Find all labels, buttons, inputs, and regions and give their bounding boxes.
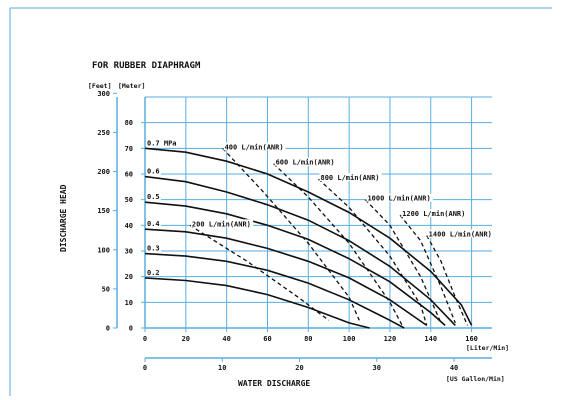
pressure-label-background	[146, 192, 161, 201]
y-feet-tick-label: 50	[102, 285, 110, 293]
air-consumption-label: 1000 L/min(ANR)	[367, 195, 430, 203]
pressure-label: 0.7 MPa	[147, 139, 177, 147]
air-consumption-line	[426, 235, 469, 326]
air-label-background	[274, 157, 337, 166]
x-tick-label: 140	[424, 335, 437, 343]
x-tick-label: 100	[343, 335, 356, 343]
x2-tick-label: 0	[143, 364, 147, 372]
air-label-background	[401, 209, 468, 218]
pressure-label-background	[146, 138, 179, 147]
air-consumption-label: 800 L/min(ANR)	[321, 174, 380, 182]
air-consumption-line	[364, 199, 442, 324]
air-label-background	[190, 219, 254, 228]
pressure-curve	[144, 228, 428, 327]
pressure-curve	[144, 175, 456, 326]
air-consumption-line	[318, 178, 428, 326]
y-feet-tick-label: 100	[97, 246, 110, 254]
air-consumption-label: 600 L/min(ANR)	[276, 159, 335, 167]
y-unit-meter: [Meter]	[118, 82, 145, 90]
x-tick-label: 120	[384, 335, 397, 343]
curve-labels: 0.7 MPa 0.6 0.5 0.4 0.3 0.2 400 L/min(ANR) 600 …	[146, 138, 495, 277]
pressure-label: 0.6	[147, 168, 160, 176]
air-label-background	[427, 229, 495, 238]
y-unit-feet: [Feet]	[88, 82, 111, 90]
x-unit-secondary: [US Gallon/Min]	[446, 375, 505, 383]
air-consumption-label: 200 L/min(ANR)	[192, 220, 251, 228]
y-tick-label: 10	[125, 299, 133, 307]
air-consumption-label: 1200 L/min(ANR)	[402, 210, 465, 218]
chart-grid	[116, 96, 492, 359]
pressure-label: 0.3	[147, 245, 160, 253]
air-consumption-line	[399, 214, 456, 324]
x-axis-label: WATER DISCHARGE	[238, 379, 310, 388]
pressure-curve	[144, 252, 405, 329]
chart-border	[9, 7, 552, 396]
pressure-curve	[144, 201, 446, 326]
pressure-lines	[144, 147, 473, 329]
y-tick-label: 70	[125, 145, 133, 153]
pressure-label-background	[146, 219, 161, 228]
pressure-label-background	[146, 243, 161, 252]
x2-tick-label: 20	[295, 364, 303, 372]
x-tick-label: 40	[222, 335, 230, 343]
y-tick-label: 40	[125, 222, 133, 230]
y-tick-label: 0	[129, 325, 133, 333]
air-consumption-label: 1400 L/min(ANR)	[429, 231, 492, 239]
air-consumption-line	[273, 163, 403, 326]
y-tick-label: 30	[125, 248, 133, 256]
x-tick-label: 60	[263, 335, 271, 343]
x-tick-label: 0	[143, 335, 147, 343]
x2-tick-label: 40	[450, 364, 458, 372]
air-label-background	[366, 193, 433, 202]
air-label-background	[319, 173, 382, 182]
y-feet-tick-label: 150	[97, 207, 110, 215]
pressure-label-background	[146, 166, 161, 175]
x2-tick-label: 10	[218, 364, 226, 372]
y-tick-label: 20	[125, 273, 133, 281]
air-consumption-line	[222, 147, 360, 321]
pressure-curve	[144, 277, 370, 329]
air-label-background	[223, 142, 286, 151]
pressure-curve	[144, 147, 473, 326]
x-tick-label: 160	[465, 335, 478, 343]
x-unit-primary: [Liter/Min]	[466, 344, 509, 352]
y-feet-tick-label: 300	[97, 90, 110, 98]
pressure-label: 0.5	[147, 193, 160, 201]
y-tick-label: 50	[125, 196, 133, 204]
y-tick-label: 80	[125, 119, 133, 127]
y-feet-tick-label: 250	[97, 129, 110, 137]
pressure-label: 0.2	[147, 269, 160, 277]
x-tick-label: 80	[304, 335, 312, 343]
pressure-label-background	[146, 267, 161, 276]
y-axis-label: DISCHARGE HEAD	[59, 184, 68, 252]
y-tick-label: 60	[125, 171, 133, 179]
y-feet-tick-label: 0	[106, 325, 110, 333]
air-consumption-label: 400 L/min(ANR)	[225, 143, 284, 151]
axis-ticks: 0 20 40 60 80 100 120 140 160 0 10 20 30 40 0 10 20 30 40 5…	[97, 90, 478, 372]
pressure-label: 0.4	[147, 220, 160, 228]
x2-tick-label: 30	[373, 364, 381, 372]
x-tick-label: 20	[182, 335, 190, 343]
chart-title: FOR RUBBER DIAPHRAGM	[92, 61, 201, 71]
y-feet-tick-label: 200	[97, 168, 110, 176]
